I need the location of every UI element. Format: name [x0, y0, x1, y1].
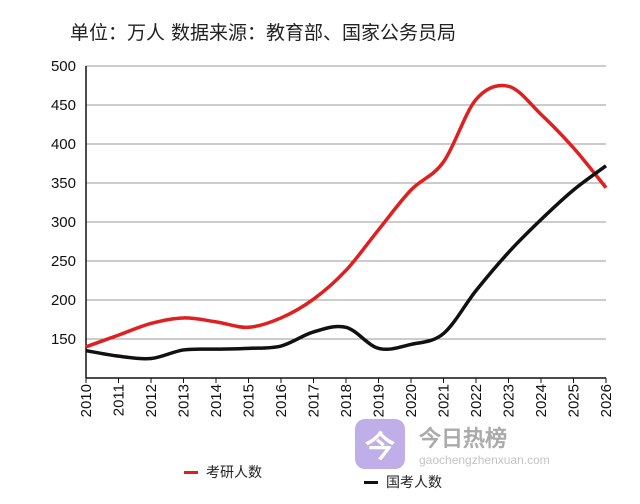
- x-tick-label: 2021: [436, 384, 453, 417]
- legend-label: 国考人数: [386, 475, 442, 491]
- x-tick-label: 2025: [566, 384, 583, 417]
- series-line-1: [85, 164, 608, 361]
- y-tick-label: 450: [51, 97, 76, 114]
- y-tick-label: 250: [51, 253, 76, 270]
- chart-title: 单位：万人 数据来源：教育部、国家公务员局: [70, 22, 457, 44]
- legend-swatch-red: [184, 470, 198, 474]
- watermark-name: 今日热榜: [419, 427, 508, 452]
- series-line-0: [85, 83, 608, 349]
- watermark-site: gaochengzhenxuan.com: [419, 453, 550, 467]
- x-tick-label: 2013: [176, 384, 193, 417]
- x-tick-label: 2014: [208, 384, 225, 417]
- watermark: 今 今日热榜 gaochengzhenxuan.com: [355, 419, 550, 469]
- x-tick-label: 2012: [143, 384, 160, 417]
- x-tick-label: 2017: [306, 384, 323, 417]
- x-tick-label: 2024: [533, 384, 550, 417]
- legend-item-guokao: 国考人数: [364, 472, 442, 492]
- y-tick-label: 500: [51, 58, 76, 75]
- x-tick-label: 2020: [403, 384, 420, 417]
- x-tick-label: 2026: [598, 384, 615, 417]
- y-tick-label: 200: [51, 292, 76, 309]
- legend-item-kaoyan: 考研人数: [184, 462, 262, 482]
- y-tick-label: 300: [51, 214, 76, 231]
- y-tick-label: 400: [51, 136, 76, 153]
- y-tick-label: 350: [51, 175, 76, 192]
- x-tick-label: 2022: [468, 384, 485, 417]
- legend-swatch-black: [364, 480, 378, 484]
- x-tick-label: 2016: [273, 384, 290, 417]
- x-tick-label: 2010: [78, 384, 95, 417]
- watermark-logo: 今: [355, 419, 405, 469]
- x-tick-label: 2015: [241, 384, 258, 417]
- x-tick-label: 2018: [338, 384, 355, 417]
- x-tick-label: 2023: [501, 384, 518, 417]
- x-tick-label: 2019: [371, 384, 388, 417]
- x-tick-label: 2011: [111, 384, 128, 416]
- y-tick-label: 150: [51, 331, 76, 348]
- legend-label: 考研人数: [206, 465, 262, 481]
